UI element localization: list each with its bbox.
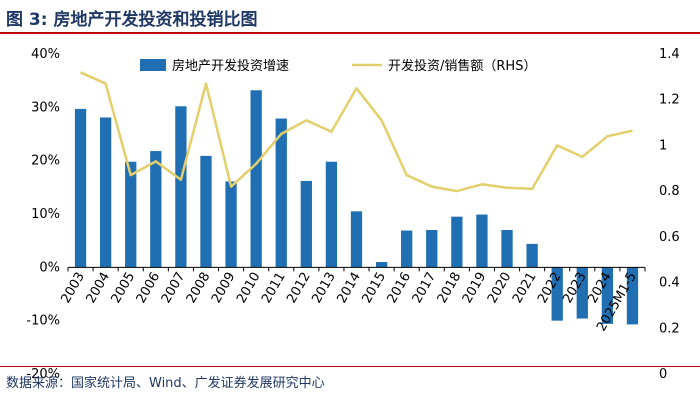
title-rule	[0, 32, 700, 34]
y-right-tick-label: 1.2	[659, 93, 680, 108]
bar	[526, 243, 538, 268]
y-right-tick-label: 0.8	[659, 184, 680, 199]
y-left-tick-label: 20%	[31, 154, 60, 169]
bar	[626, 267, 639, 325]
y-left-tick-label: 10%	[31, 207, 60, 222]
x-tick-label: 2014	[334, 270, 364, 306]
chart-svg: -20% -10% 0% 10% 20% 30% 40% 0 0.2 0.4 0.6 0.8 1 1.2 1…	[26, 47, 680, 382]
bar	[501, 230, 513, 268]
y-left-tick-label: 30%	[31, 100, 60, 115]
y-left-tick-label: 40%	[31, 47, 60, 62]
y-right-tick-label: 0.2	[659, 321, 680, 336]
x-tick-label: 2016	[385, 270, 415, 306]
x-tick-label: 2005	[109, 270, 139, 306]
x-tick-label: 2019	[460, 270, 490, 306]
x-tick-label: 2012	[284, 270, 314, 306]
bar	[74, 108, 87, 268]
bar	[300, 180, 312, 268]
y-left-tick-label: -10%	[26, 314, 60, 329]
bar	[350, 211, 363, 268]
x-tick-label: 2010	[234, 270, 264, 306]
legend-label-bar: 房地产开发投资增速	[172, 58, 289, 74]
y-right-tick-label: 1	[659, 138, 667, 153]
y-right-tick-label: 0	[659, 367, 667, 382]
y-left-tick-label: 0%	[39, 260, 60, 275]
source-note: 数据来源：国家统计局、Wind、广发证券发展研究中心	[6, 376, 325, 391]
x-tick-label: 2009	[209, 270, 239, 306]
x-tick-label: 2018	[435, 270, 465, 306]
bar	[175, 106, 187, 268]
bar	[275, 118, 287, 268]
bar	[150, 151, 162, 268]
x-tick-label: 2004	[84, 270, 114, 306]
x-tick-label: 2011	[259, 270, 289, 306]
line-series-ratio	[79, 71, 633, 193]
x-tick-label: 2021	[510, 270, 540, 306]
bar	[250, 90, 262, 268]
y-right-tick-label: 0.4	[659, 276, 680, 291]
x-tick-label: 2013	[309, 270, 339, 306]
title-bar: 图 3: 房地产开发投资和投销比图	[0, 0, 700, 32]
bar	[426, 230, 438, 268]
x-tick-label: 2015	[360, 270, 390, 306]
chart-title: 图 3: 房地产开发投资和投销比图	[6, 10, 258, 30]
x-tick-label: 2006	[134, 270, 164, 306]
bar	[601, 267, 614, 324]
bottom-rule	[0, 366, 700, 367]
y-right-tick-label: 0.6	[659, 230, 680, 245]
y-left-tick-label: -20%	[26, 367, 60, 382]
x-tick-label: 2008	[184, 270, 214, 306]
bar	[576, 267, 588, 319]
bar	[225, 181, 237, 268]
legend-swatch-bar	[140, 59, 166, 71]
bar	[125, 161, 137, 268]
bar	[451, 216, 463, 268]
legend-label-line: 开发投资/销售额（RHS）	[388, 58, 536, 74]
x-tick-label: 2007	[159, 270, 189, 306]
bar	[325, 161, 338, 268]
bar	[375, 262, 388, 268]
bar	[200, 155, 212, 268]
x-tick-label: 2017	[410, 270, 440, 306]
x-tick-label: 2020	[485, 270, 515, 306]
bar	[551, 267, 563, 321]
x-tick-label: 2003	[58, 270, 88, 306]
chart-area: -20% -10% 0% 10% 20% 30% 40% 0 0.2 0.4 0.6 0.8 1 1.2 1…	[0, 34, 700, 384]
bar	[476, 214, 488, 268]
bar	[99, 117, 112, 268]
bar	[401, 230, 413, 268]
y-right-tick-label: 1.4	[659, 47, 680, 62]
